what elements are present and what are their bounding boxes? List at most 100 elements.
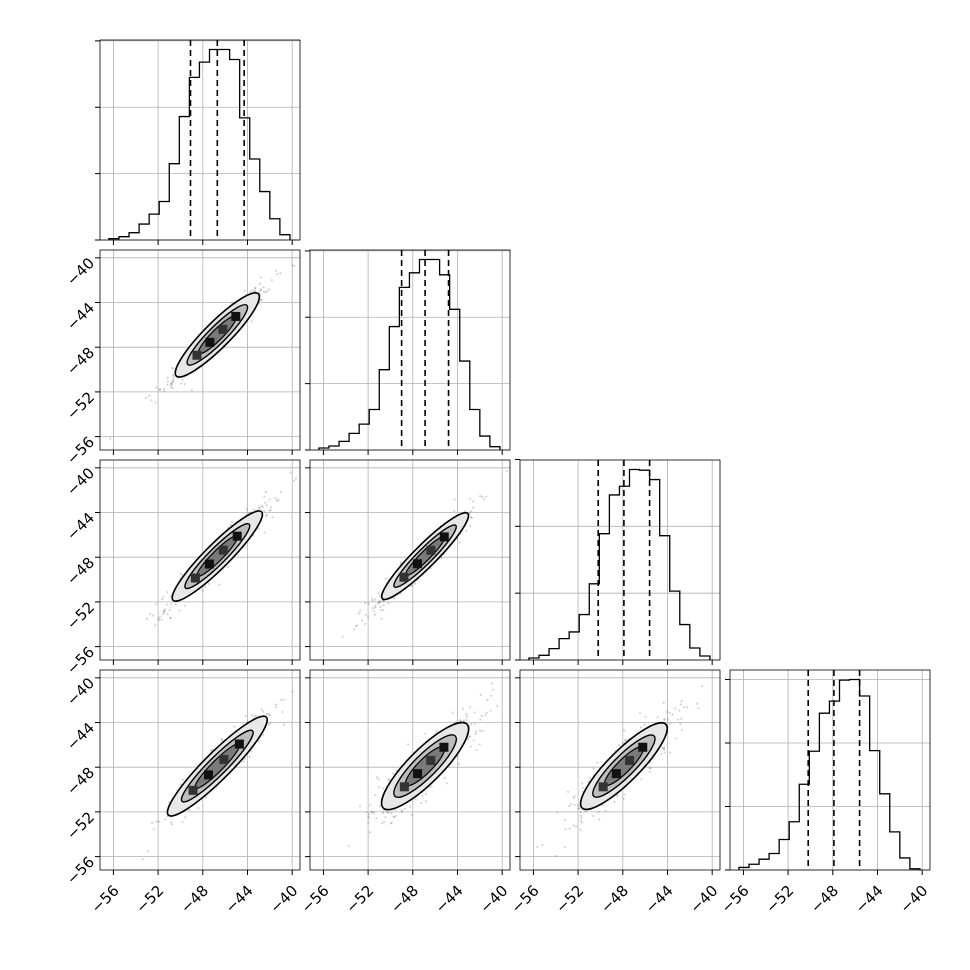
scatter-layer bbox=[536, 657, 705, 857]
scatter-point bbox=[601, 804, 604, 807]
scatter-point bbox=[180, 382, 183, 385]
scatter-point bbox=[669, 722, 672, 725]
scatter-point bbox=[368, 804, 372, 807]
scatter-point bbox=[479, 718, 482, 721]
scatter-point bbox=[663, 746, 666, 749]
histogram-step bbox=[738, 678, 921, 870]
scatter-point bbox=[170, 384, 173, 387]
scatter-point bbox=[260, 708, 264, 711]
scatter-point bbox=[390, 812, 393, 815]
scatter-point bbox=[389, 822, 392, 825]
scatter-point bbox=[291, 264, 294, 267]
scatter-point bbox=[158, 388, 161, 391]
scatter-point bbox=[358, 611, 361, 615]
y-tick-label: −52 bbox=[63, 388, 98, 423]
scatter-point bbox=[370, 811, 373, 814]
scatter-point bbox=[663, 748, 666, 751]
x-tick-label: −44 bbox=[642, 882, 677, 917]
density-core bbox=[232, 531, 242, 541]
scatter-point bbox=[218, 583, 221, 586]
scatter-point bbox=[267, 713, 270, 716]
scatter-point bbox=[480, 714, 483, 717]
scatter-point bbox=[258, 506, 262, 510]
scatter-point bbox=[367, 602, 370, 605]
scatter-point bbox=[149, 613, 152, 616]
x-tick-label: −56 bbox=[298, 882, 333, 917]
scatter-point bbox=[293, 264, 296, 268]
scatter-point bbox=[262, 290, 265, 293]
scatter-point bbox=[467, 738, 470, 741]
scatter-point bbox=[382, 787, 385, 790]
panel-1-0 bbox=[95, 249, 301, 455]
scatter-point bbox=[579, 814, 582, 817]
scatter-point bbox=[580, 821, 584, 824]
scatter-point bbox=[367, 814, 370, 818]
y-tick-label: −40 bbox=[63, 464, 98, 499]
scatter-point bbox=[387, 602, 390, 605]
scatter-point bbox=[283, 698, 286, 701]
x-tick-label: −48 bbox=[387, 882, 422, 917]
scatter-point bbox=[588, 776, 591, 780]
scatter-point bbox=[210, 749, 213, 752]
scatter-point bbox=[250, 320, 253, 323]
scatter-point bbox=[663, 717, 666, 721]
scatter-point bbox=[266, 290, 269, 293]
scatter-point bbox=[275, 499, 278, 502]
scatter-point bbox=[254, 287, 257, 290]
scatter-point bbox=[408, 805, 412, 808]
scatter-point bbox=[263, 531, 266, 534]
scatter-point bbox=[469, 497, 472, 500]
scatter-point bbox=[172, 377, 175, 380]
scatter-point bbox=[384, 815, 387, 819]
scatter-point bbox=[411, 584, 414, 587]
scatter-point bbox=[268, 498, 271, 501]
scatter-point bbox=[361, 619, 364, 622]
scatter-point bbox=[554, 854, 557, 857]
scatter-point bbox=[671, 713, 674, 716]
scatter-point bbox=[162, 388, 166, 391]
density-core bbox=[234, 739, 244, 749]
scatter-point bbox=[170, 602, 173, 605]
scatter-point bbox=[703, 657, 705, 659]
scatter-point bbox=[700, 684, 703, 688]
scatter-point bbox=[203, 585, 207, 588]
scatter-point bbox=[166, 376, 169, 379]
x-tick-label: −48 bbox=[597, 882, 632, 917]
scatter-point bbox=[484, 714, 487, 717]
scatter-point bbox=[201, 589, 204, 592]
scatter-point bbox=[163, 608, 166, 611]
x-tick-label: −40 bbox=[686, 882, 721, 917]
scatter-point bbox=[374, 793, 377, 797]
x-tick-label: −40 bbox=[476, 882, 511, 917]
scatter-point bbox=[420, 801, 423, 805]
panel-1-1 bbox=[305, 249, 511, 455]
scatter-point bbox=[243, 289, 246, 293]
scatter-point bbox=[400, 809, 403, 812]
scatter-point bbox=[661, 746, 664, 749]
scatter-point bbox=[387, 778, 390, 781]
scatter-point bbox=[604, 809, 607, 812]
scatter-point bbox=[250, 289, 253, 292]
x-tick-label: −52 bbox=[342, 882, 377, 917]
scatter-point bbox=[367, 816, 371, 819]
scatter-point bbox=[430, 785, 433, 788]
scatter-point bbox=[568, 827, 571, 830]
y-tick-label: −44 bbox=[63, 719, 98, 754]
scatter-point bbox=[163, 609, 166, 613]
scatter-point bbox=[367, 812, 370, 815]
scatter-point bbox=[579, 819, 583, 822]
y-tick-label: −48 bbox=[63, 764, 98, 799]
scatter-point bbox=[248, 756, 251, 759]
y-tick-label: −48 bbox=[63, 554, 98, 589]
scatter-point bbox=[666, 718, 669, 721]
scatter-point bbox=[377, 592, 380, 595]
scatter-point bbox=[435, 729, 438, 732]
scatter-point bbox=[414, 798, 417, 801]
scatter-point bbox=[187, 808, 191, 811]
x-tick-label: −56 bbox=[88, 882, 123, 917]
density-core bbox=[190, 573, 200, 583]
scatter-point bbox=[262, 710, 265, 713]
scatter-point bbox=[376, 602, 380, 605]
density-core bbox=[413, 769, 423, 779]
scatter-point bbox=[381, 811, 385, 814]
